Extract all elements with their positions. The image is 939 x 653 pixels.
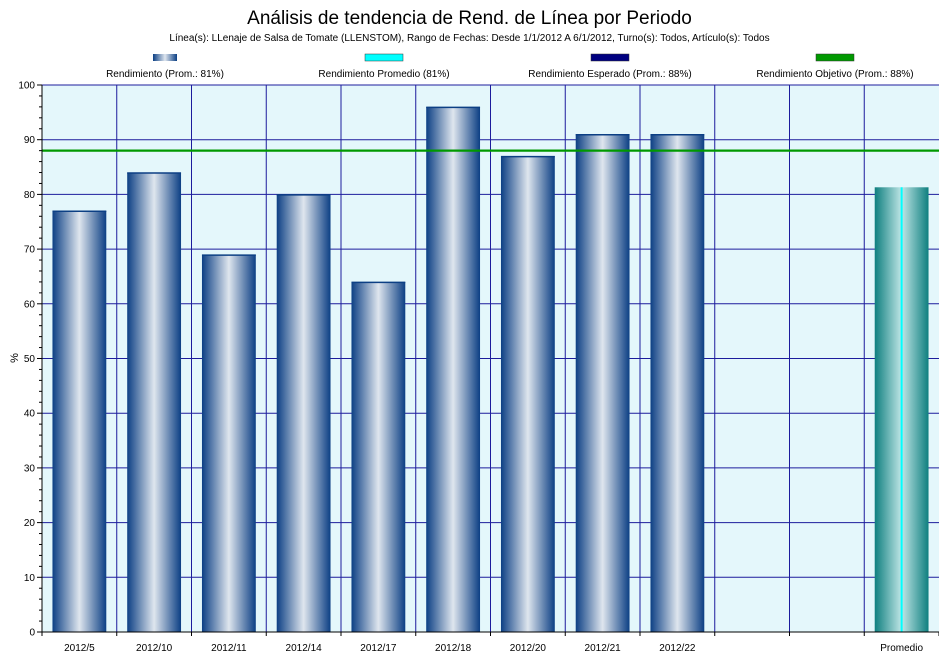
chart-title: Análisis de tendencia de Rend. de Línea … bbox=[247, 8, 692, 29]
x-tick-label: 2012/14 bbox=[286, 643, 323, 653]
y-tick-label: 70 bbox=[24, 245, 36, 256]
y-tick-label: 80 bbox=[24, 190, 36, 201]
legend-label: Rendimiento (Prom.: 81%) bbox=[106, 69, 224, 80]
legend-label: Rendimiento Esperado (Prom.: 88%) bbox=[528, 69, 691, 80]
x-tick-label: 2012/18 bbox=[435, 643, 472, 653]
y-tick-label: 50 bbox=[24, 354, 36, 365]
legend-swatch bbox=[153, 54, 177, 61]
tick-labels: 0 10 20 30 40 50 60 70 80 90 100 2012/5 2012/10 2012/… bbox=[18, 81, 923, 653]
chart-subtitle: Línea(s): LLenaje de Salsa de Tomate (LL… bbox=[169, 33, 770, 44]
bar bbox=[127, 172, 182, 632]
x-tick-label: 2012/17 bbox=[360, 643, 397, 653]
axes bbox=[37, 84, 939, 636]
legend-swatch bbox=[590, 53, 630, 62]
bar bbox=[575, 134, 630, 633]
x-tick-label: Promedio bbox=[880, 643, 923, 653]
y-tick-label: 90 bbox=[24, 135, 36, 146]
y-tick-label: 10 bbox=[24, 573, 36, 584]
x-tick-label: 2012/21 bbox=[585, 643, 622, 653]
x-tick-label: 2012/11 bbox=[211, 643, 247, 653]
y-tick-label: 100 bbox=[18, 81, 35, 92]
bar bbox=[351, 281, 406, 632]
x-tick-label: 2012/22 bbox=[659, 643, 696, 653]
bar bbox=[650, 134, 705, 633]
legend-swatch bbox=[815, 53, 855, 62]
legend-label: Rendimiento Promedio (81%) bbox=[318, 69, 449, 80]
y-tick-label: 30 bbox=[24, 463, 36, 474]
legend-label: Rendimiento Objetivo (Prom.: 88%) bbox=[756, 69, 913, 80]
bar bbox=[500, 156, 555, 633]
bar bbox=[201, 254, 256, 632]
x-tick-label: 2012/20 bbox=[510, 643, 547, 653]
x-tick-label: 2012/10 bbox=[136, 643, 173, 653]
y-tick-label: 40 bbox=[24, 409, 36, 420]
bars bbox=[52, 106, 929, 633]
bar bbox=[426, 106, 481, 632]
bar bbox=[276, 194, 331, 632]
bar bbox=[52, 210, 107, 632]
legend: Rendimiento (Prom.: 81%) Rendimiento Prom… bbox=[106, 53, 914, 80]
y-tick-label: 60 bbox=[24, 299, 36, 310]
y-axis-title: % bbox=[9, 353, 21, 363]
y-tick-label: 0 bbox=[29, 628, 35, 639]
x-tick-label: 2012/5 bbox=[64, 643, 95, 653]
y-tick-label: 20 bbox=[24, 518, 36, 529]
legend-swatch bbox=[364, 53, 404, 62]
